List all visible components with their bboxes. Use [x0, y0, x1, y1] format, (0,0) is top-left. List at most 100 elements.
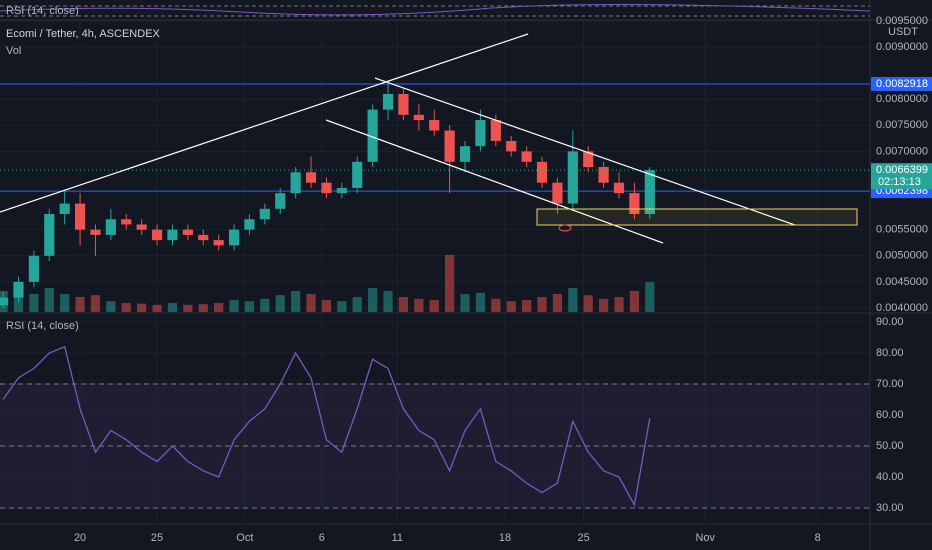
candle-body: [105, 219, 116, 235]
candle-body: [259, 208, 270, 220]
volume-bar: [491, 298, 501, 312]
volume-bar: [368, 288, 378, 312]
y-tick-label: 0.0095000: [876, 15, 928, 27]
price-tag: [871, 76, 932, 91]
x-tick-label: 18: [499, 532, 511, 544]
candle-body: [198, 234, 209, 241]
candle-body: [521, 151, 532, 162]
candle-body: [244, 219, 255, 230]
y-tick-label: 0.0080000: [876, 93, 928, 105]
volume-bar: [214, 303, 224, 312]
candle-body: [644, 170, 655, 215]
candle-body: [583, 151, 594, 168]
x-tick-label: 6: [319, 532, 325, 544]
volume-bar: [29, 294, 39, 312]
volume-label: Vol: [6, 45, 21, 57]
candle-body: [13, 281, 24, 298]
candle-body: [44, 214, 55, 256]
candle-body: [413, 114, 424, 121]
volume-bar: [629, 291, 640, 312]
volume-bar: [460, 294, 470, 312]
candle-body: [305, 172, 317, 183]
volume-bar: [44, 288, 54, 312]
mini-rsi-line: [0, 3, 871, 16]
candle-body: [613, 182, 625, 194]
candle-body: [28, 255, 39, 282]
volume-bar: [106, 301, 116, 312]
candle-body: [444, 130, 455, 162]
candle-body: [90, 229, 101, 235]
y-tick-label: 0.0070000: [876, 145, 928, 157]
volume-bar: [337, 301, 347, 312]
trend-line: [0, 33, 529, 213]
volume-bar: [260, 298, 270, 312]
candle-body: [167, 229, 178, 241]
candle-body: [598, 167, 609, 183]
rsi-tick-label: 90.00: [876, 316, 904, 328]
volume-bar: [244, 301, 255, 312]
candle-body: [336, 187, 347, 194]
volume-bar: [568, 288, 578, 312]
candle-body: [429, 120, 440, 131]
volume-bar: [414, 298, 424, 312]
channel-upper: [374, 77, 796, 226]
candle-body: [228, 229, 240, 246]
marker: [558, 224, 572, 232]
rsi-tick-label: 80.00: [876, 347, 904, 359]
x-tick-label: 25: [151, 532, 163, 544]
candle-body: [121, 219, 132, 225]
x-tick-label: 11: [392, 532, 403, 544]
candle-body: [74, 203, 86, 230]
candle-body: [136, 224, 147, 230]
rsi-tick-label: 30.00: [876, 502, 904, 514]
last-price-label: 0.0066399: [876, 164, 928, 176]
volume-bar: [383, 291, 393, 312]
x-tick-label: 20: [74, 532, 86, 544]
volume-bar: [60, 294, 70, 312]
x-tick-label: Nov: [695, 532, 715, 544]
y-tick-label: 0.0090000: [876, 41, 928, 53]
volume-bar: [537, 297, 547, 312]
candle-body: [213, 240, 224, 246]
volume-bar: [291, 291, 301, 312]
rsi-tick-label: 60.00: [876, 409, 904, 421]
candle-body: [490, 120, 501, 141]
x-tick-label: 8: [815, 532, 821, 544]
rsi-tick-label: 70.00: [876, 378, 904, 390]
rsi-tick-label: 40.00: [876, 471, 904, 483]
volume-bar: [137, 303, 147, 312]
volume-bar: [522, 300, 532, 312]
y-tick-label: 0.0055000: [876, 224, 928, 236]
volume-bar: [167, 303, 178, 312]
volume-bar: [445, 255, 455, 312]
volume-bar: [152, 304, 162, 312]
candle-body: [552, 182, 563, 204]
candle-body: [182, 229, 193, 235]
volume-bar: [13, 297, 24, 312]
volume-bar: [475, 292, 486, 312]
rsi-tick-label: 50.00: [876, 440, 904, 452]
countdown: 02:13:13: [878, 176, 921, 188]
support-zone: [536, 208, 858, 226]
marks: [0, 83, 870, 507]
chart-title: Ecomi / Tether, 4h, ASCENDEX: [6, 28, 161, 40]
currency-label: USDT: [888, 26, 918, 38]
y-tick-label: 0.0040000: [876, 302, 928, 314]
rsi-line: [2, 345, 651, 507]
candle-body: [629, 193, 640, 215]
volume-bar: [614, 297, 624, 312]
mini-rsi-label: RSI (14, close): [6, 5, 79, 17]
volume-bar: [598, 298, 609, 312]
y-tick-label: 0.0045000: [876, 276, 928, 288]
candle-body: [367, 109, 378, 162]
y-tick-label: 0.0050000: [876, 250, 928, 262]
volume-bar: [183, 304, 193, 312]
candle-body: [321, 182, 332, 194]
candle-body: [475, 120, 486, 147]
volume-bar: [121, 303, 131, 312]
candle-body: [352, 161, 363, 188]
y-tick-label: 0.0075000: [876, 119, 928, 131]
rsi-label: RSI (14, close): [6, 320, 79, 332]
